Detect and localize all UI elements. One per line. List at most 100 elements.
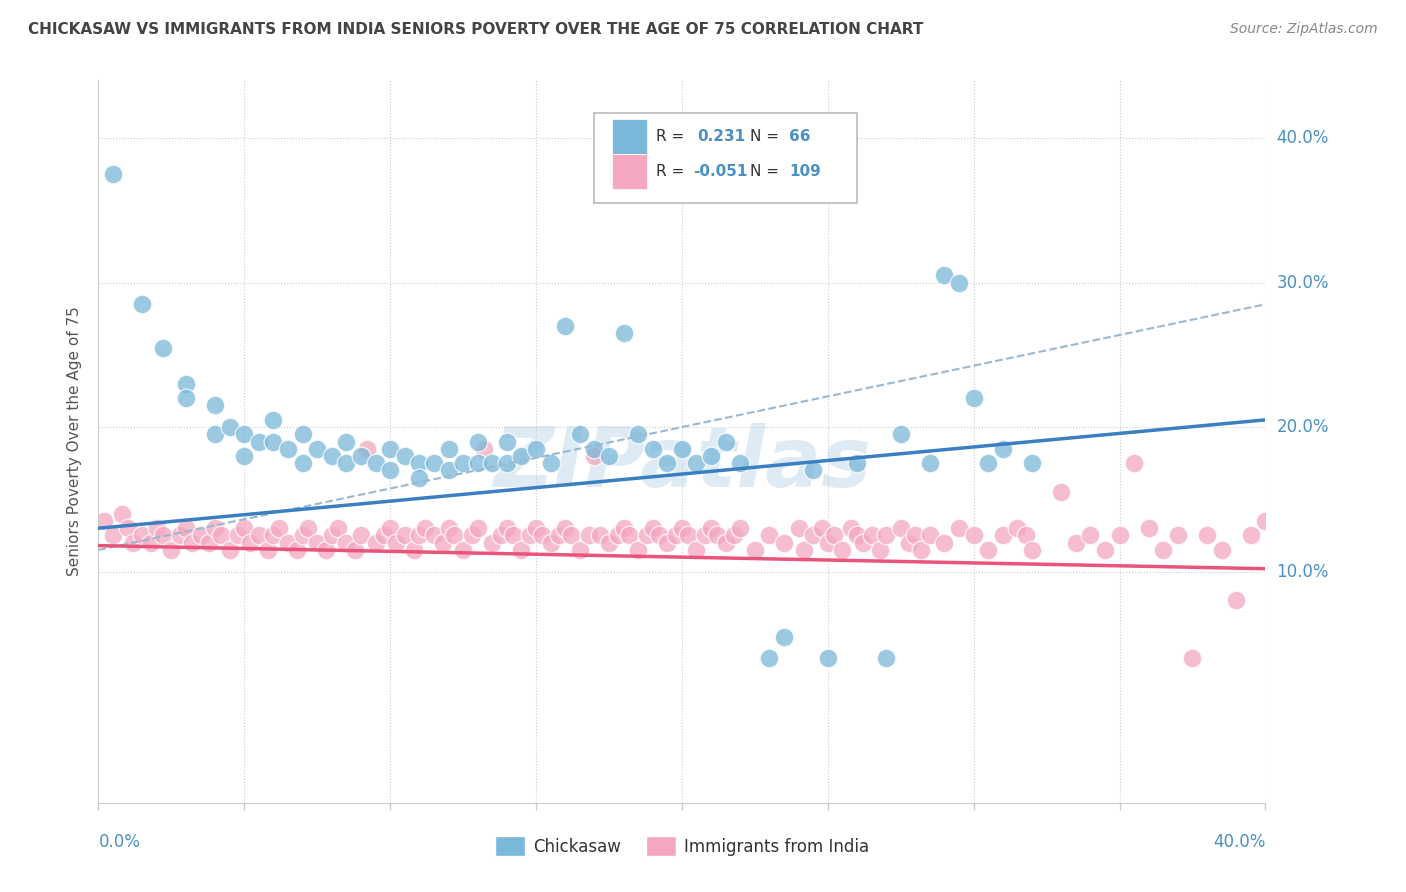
Point <box>977 542 1000 557</box>
Point <box>1021 456 1043 470</box>
Point <box>730 521 752 535</box>
Point <box>612 326 634 340</box>
Point <box>228 528 250 542</box>
Text: 0.231: 0.231 <box>697 129 745 145</box>
Point <box>437 442 460 456</box>
Point <box>706 528 728 542</box>
Text: R =: R = <box>657 129 689 145</box>
Point <box>801 528 824 542</box>
Point <box>540 535 562 549</box>
Point <box>700 521 723 535</box>
Point <box>540 456 562 470</box>
Point <box>869 542 891 557</box>
Point <box>364 535 387 549</box>
Point <box>432 535 454 549</box>
Point <box>218 542 240 557</box>
Point <box>380 463 402 477</box>
Point <box>247 528 270 542</box>
Point <box>817 651 839 665</box>
Point <box>519 528 541 542</box>
Point <box>817 535 839 549</box>
Point <box>641 442 664 456</box>
Point <box>598 535 620 549</box>
Point <box>1021 542 1043 557</box>
Point <box>627 427 650 442</box>
Point <box>321 528 343 542</box>
Point <box>671 442 693 456</box>
FancyBboxPatch shape <box>595 112 858 203</box>
Point <box>174 376 197 391</box>
Point <box>291 456 314 470</box>
Point <box>437 463 460 477</box>
Point <box>583 442 606 456</box>
Point <box>676 528 699 542</box>
Point <box>204 398 226 412</box>
Point <box>198 535 221 549</box>
Point <box>665 528 688 542</box>
Point <box>233 521 256 535</box>
Point <box>846 456 869 470</box>
Point <box>443 528 465 542</box>
Point <box>1064 535 1087 549</box>
Point <box>423 528 446 542</box>
Point <box>467 456 489 470</box>
Point <box>277 442 299 456</box>
Point <box>380 442 402 456</box>
Point <box>962 528 984 542</box>
Point <box>233 449 256 463</box>
Point <box>1195 528 1218 542</box>
Point <box>247 434 270 449</box>
Point <box>262 528 284 542</box>
Point <box>510 542 533 557</box>
Point <box>852 535 875 549</box>
Point <box>139 535 162 549</box>
Point <box>146 521 169 535</box>
Point <box>233 427 256 442</box>
Point <box>496 521 519 535</box>
Point <box>326 521 349 535</box>
Legend: Chickasaw, Immigrants from India: Chickasaw, Immigrants from India <box>488 830 876 863</box>
Point <box>321 449 343 463</box>
Point <box>811 521 834 535</box>
Point <box>1225 593 1247 607</box>
Point <box>472 442 495 456</box>
Point <box>846 528 869 542</box>
Point <box>730 456 752 470</box>
Point <box>598 449 620 463</box>
Point <box>152 341 174 355</box>
Point <box>823 528 845 542</box>
Text: 30.0%: 30.0% <box>1277 274 1329 292</box>
Point <box>117 521 139 535</box>
Point <box>695 528 717 542</box>
Point <box>489 528 512 542</box>
Point <box>977 456 1000 470</box>
Point <box>568 427 591 442</box>
Point <box>160 542 183 557</box>
Point <box>839 521 862 535</box>
Point <box>918 456 941 470</box>
Point <box>948 276 970 290</box>
Point <box>948 521 970 535</box>
Point <box>758 651 780 665</box>
Point <box>291 528 314 542</box>
Bar <box>612 154 647 189</box>
Point <box>918 528 941 542</box>
Point <box>1108 528 1130 542</box>
Point <box>714 434 737 449</box>
Point <box>744 542 766 557</box>
Point <box>408 528 430 542</box>
Point <box>1240 528 1263 542</box>
Point <box>910 542 932 557</box>
Point <box>657 535 679 549</box>
Point <box>700 449 723 463</box>
Point <box>1050 485 1073 500</box>
Point <box>860 528 883 542</box>
Point <box>402 542 425 557</box>
Bar <box>612 120 647 154</box>
Point <box>554 318 576 333</box>
Point <box>1167 528 1189 542</box>
Point <box>502 528 524 542</box>
Point <box>548 528 571 542</box>
Text: N =: N = <box>749 129 783 145</box>
Point <box>619 528 641 542</box>
